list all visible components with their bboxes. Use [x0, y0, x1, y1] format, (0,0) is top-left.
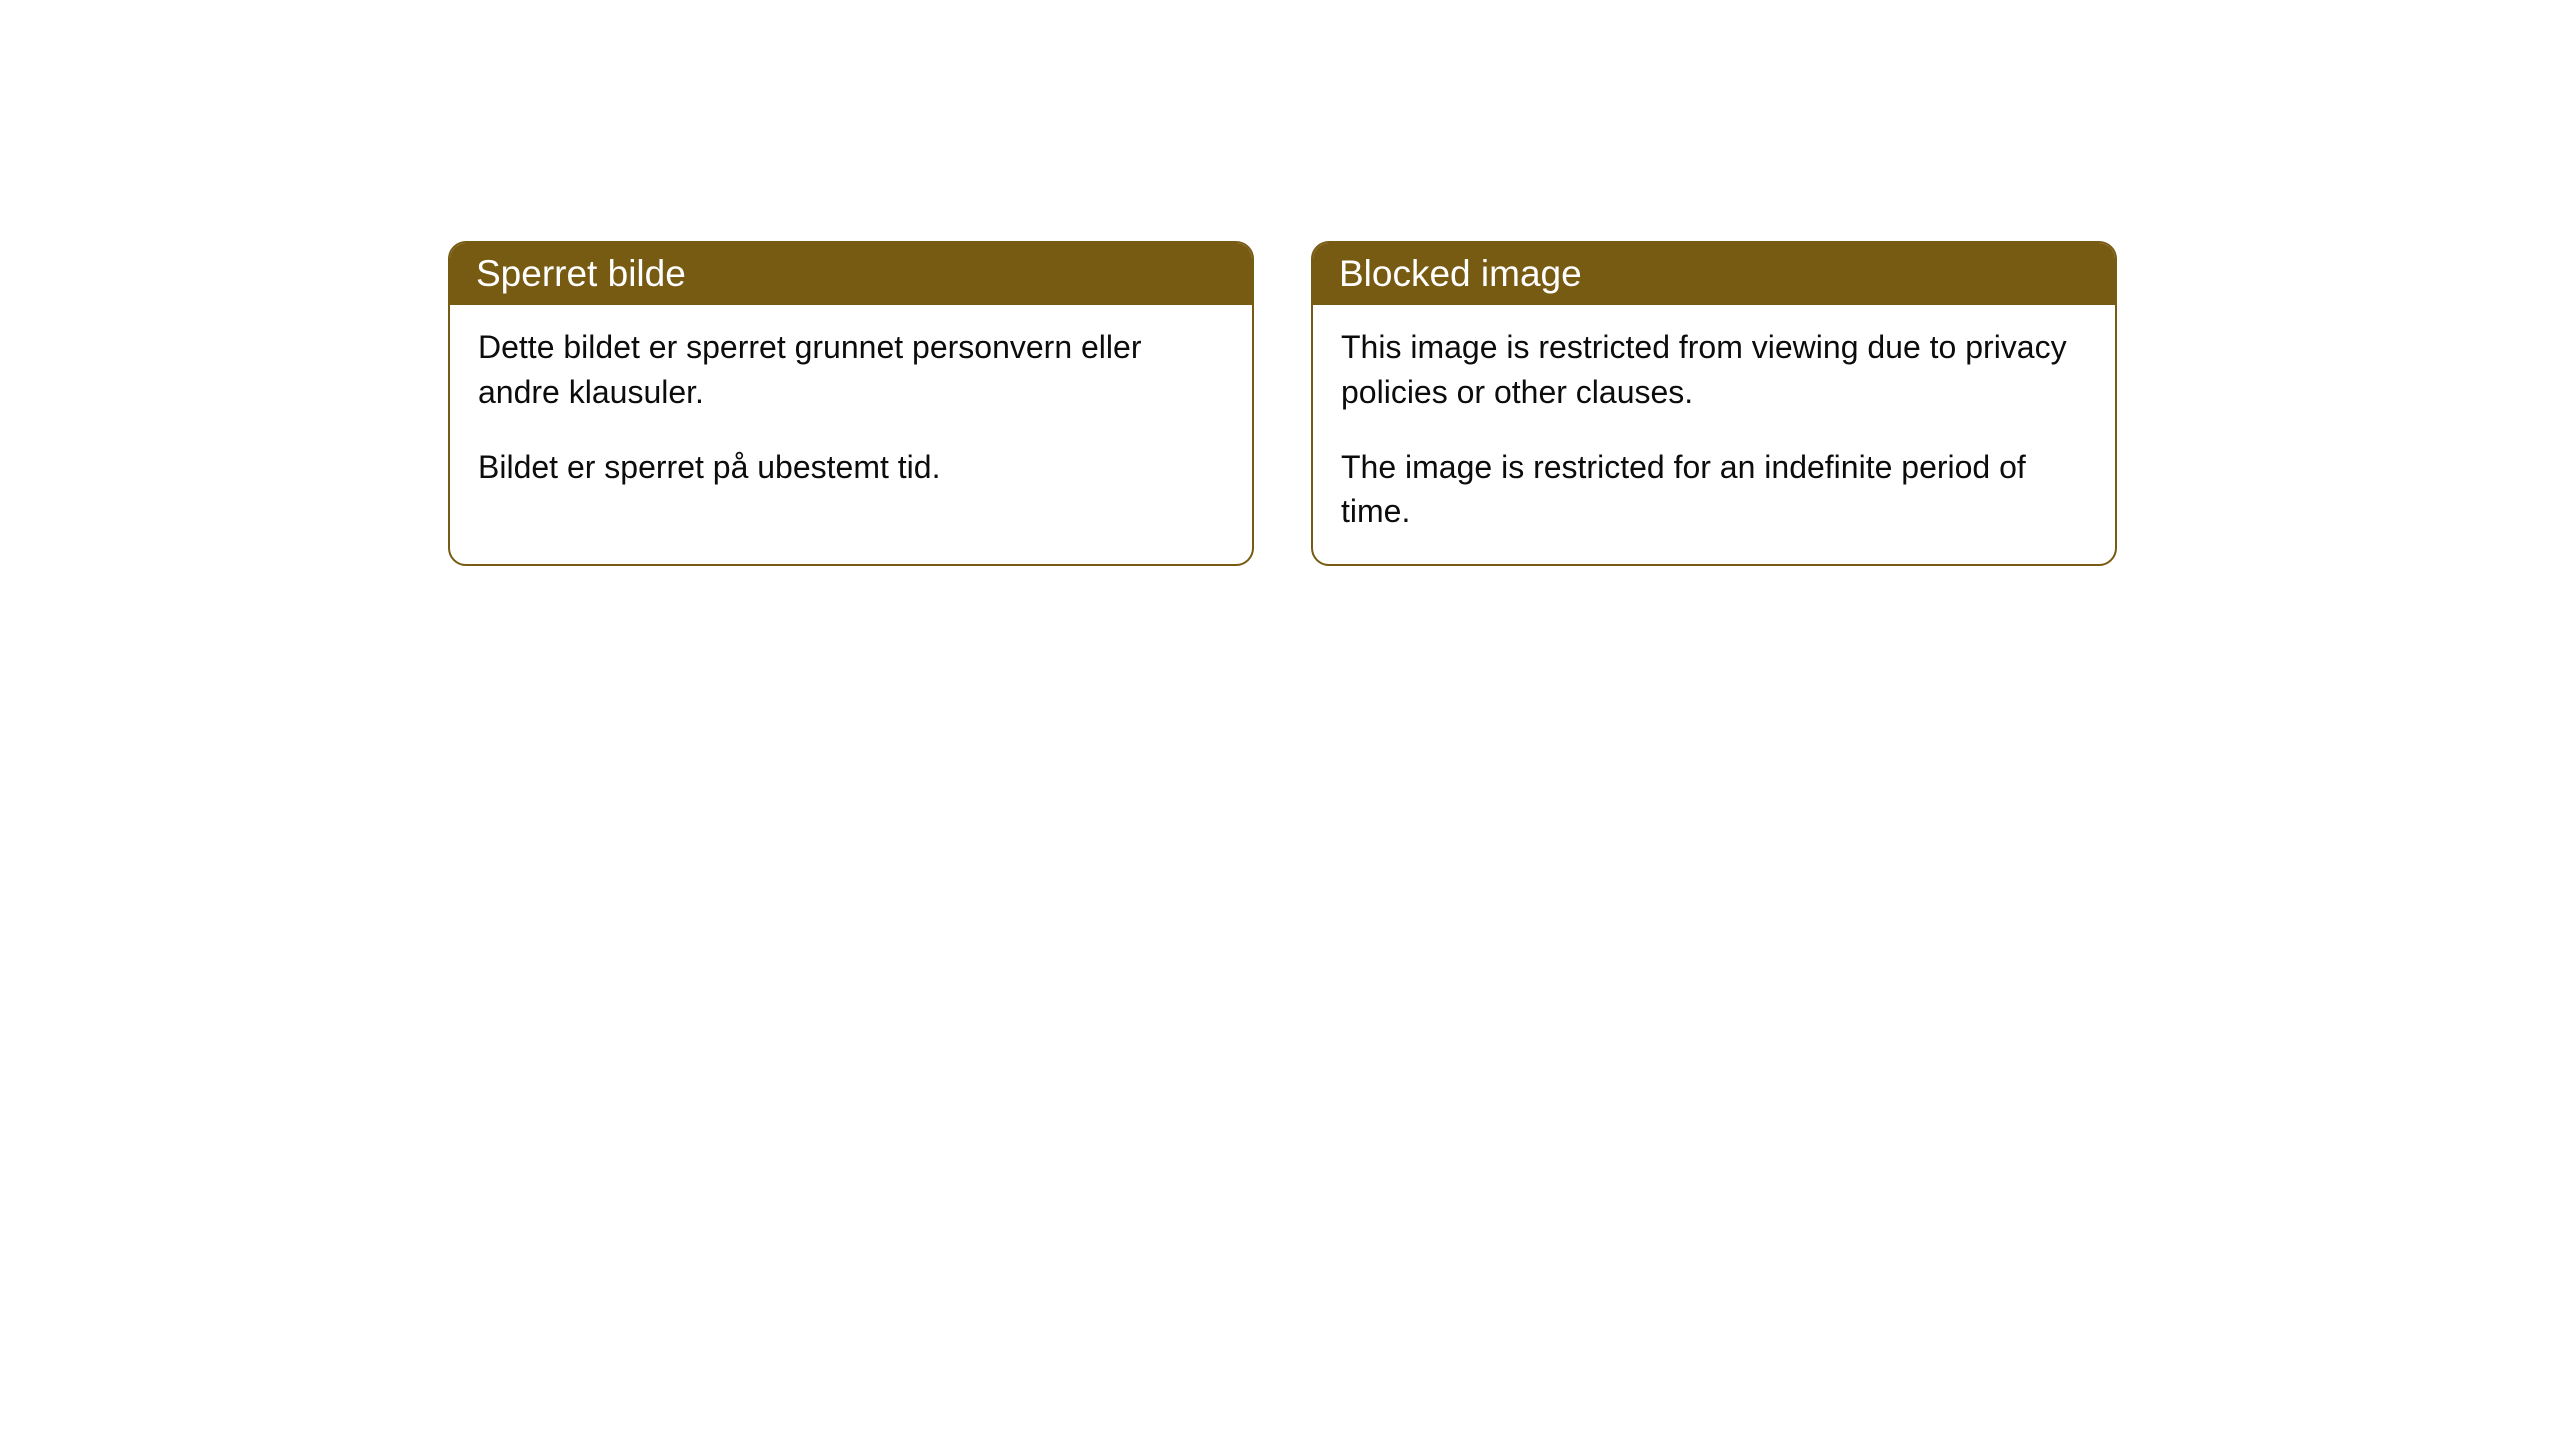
card-header: Blocked image: [1313, 243, 2115, 305]
notice-card-english: Blocked image This image is restricted f…: [1311, 241, 2117, 566]
notice-cards-container: Sperret bilde Dette bildet er sperret gr…: [448, 241, 2117, 566]
card-header: Sperret bilde: [450, 243, 1252, 305]
card-paragraph-1: This image is restricted from viewing du…: [1341, 325, 2087, 415]
card-body: Dette bildet er sperret grunnet personve…: [450, 305, 1252, 519]
card-body: This image is restricted from viewing du…: [1313, 305, 2115, 564]
card-title: Blocked image: [1339, 253, 1582, 294]
card-paragraph-2: The image is restricted for an indefinit…: [1341, 445, 2087, 535]
notice-card-norwegian: Sperret bilde Dette bildet er sperret gr…: [448, 241, 1254, 566]
card-paragraph-1: Dette bildet er sperret grunnet personve…: [478, 325, 1224, 415]
card-title: Sperret bilde: [476, 253, 686, 294]
card-paragraph-2: Bildet er sperret på ubestemt tid.: [478, 445, 1224, 490]
